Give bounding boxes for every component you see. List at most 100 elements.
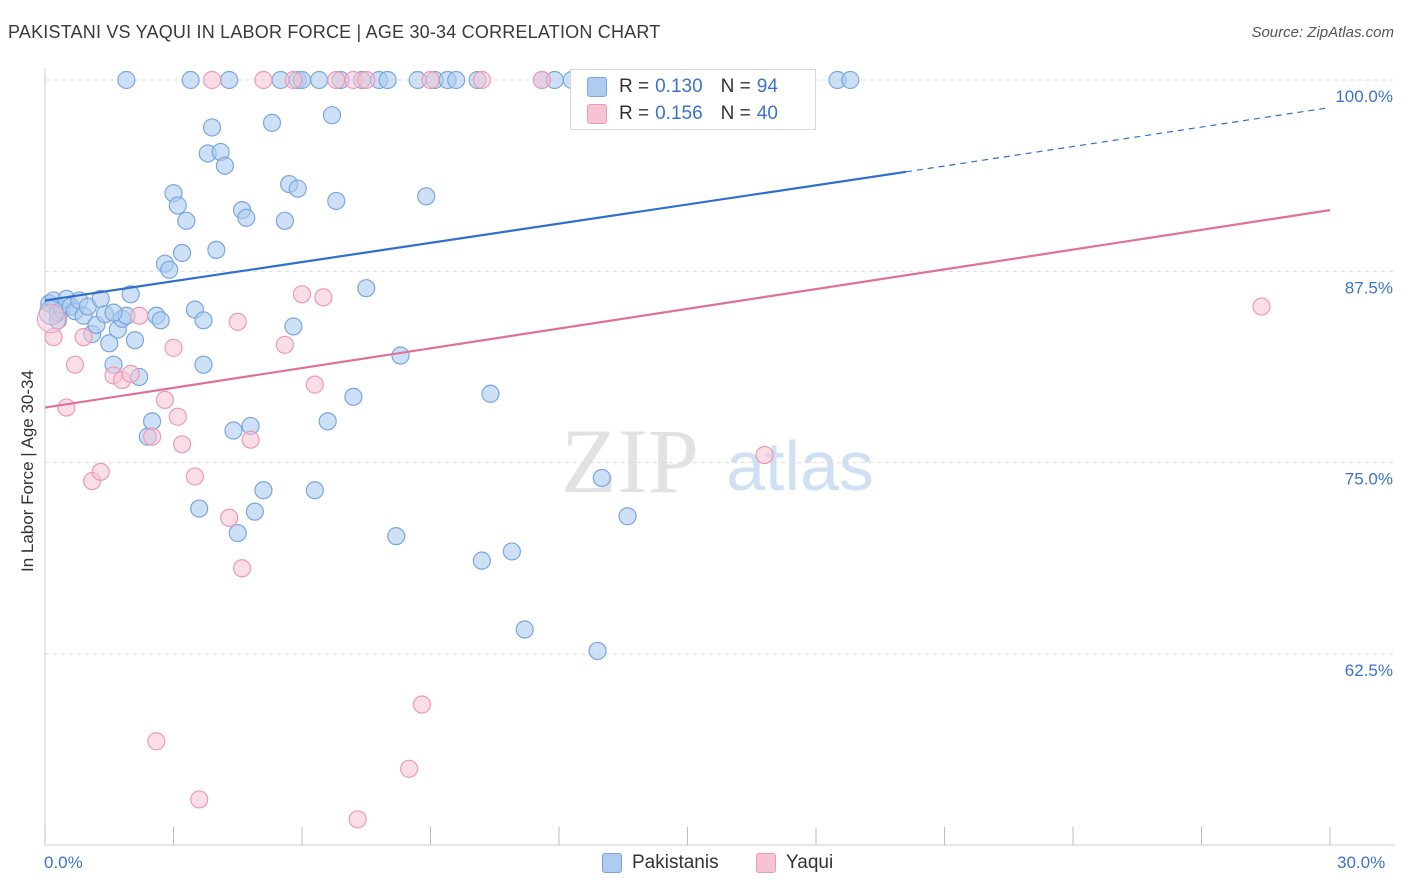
pakistanis-point [245,502,264,521]
yaqui-point [348,810,367,829]
yaqui-point [36,304,66,334]
pakistanis-point [310,70,329,90]
pakistanis-swatch [587,77,607,97]
chart-title: PAKISTANI VS YAQUI IN LABOR FORCE | AGE … [8,22,661,42]
yaqui-point [164,338,183,357]
yaqui-point [305,375,324,394]
stats-row-pakistanis: R = 0.130 N = 94 [587,75,778,99]
yaqui-point [168,407,187,426]
yaqui-trend-line [44,209,1331,409]
pakistanis-point [104,303,123,322]
pakistanis-point [194,311,213,330]
pakistanis-point [125,331,145,350]
legend-swatch-pakistanis [602,853,622,873]
pakistanis-point [168,196,187,215]
pakistanis-point [515,620,534,639]
yaqui-point [147,732,166,751]
yaqui-point [421,70,440,90]
pakistanis-point [142,412,162,431]
pakistanis-point [327,191,346,211]
pakistanis-point [305,481,324,500]
pakistanis-point [417,187,436,206]
yaqui-point [74,328,93,347]
yaqui-point [228,312,247,331]
pakistanis-point [151,311,170,330]
yaqui-point [57,398,76,417]
watermark: ZIP atlas [561,410,874,512]
pakistanis-point [618,507,637,526]
bottom-legend: Pakistanis Yaqui [0,852,1406,878]
watermark-zip: ZIP [561,410,699,512]
yaqui-point [254,70,273,90]
legend-item-yaqui[interactable]: Yaqui [756,852,833,874]
legend-label-pakistanis: Pakistanis [632,852,719,873]
yaqui-point [65,355,85,374]
pakistanis-point [38,300,64,326]
pakistanis-point [391,346,410,365]
pakistanis-point [190,499,209,518]
yaqui-point [292,285,312,304]
pakistanis-point [194,355,213,374]
yaqui-point [1252,297,1271,316]
y-tick-label: 75.0% [1345,470,1393,489]
pakistanis-point [228,523,247,543]
yaqui-point [275,335,294,354]
pakistanis-point [284,317,303,336]
pakistanis-point [172,243,192,263]
pakistanis-point [378,70,397,90]
yaqui-point [190,790,209,809]
yaqui-point [327,70,346,90]
pakistanis-point [220,70,239,90]
yaqui-point [130,306,149,325]
pakistanis-point [592,468,611,488]
trend-lines [44,106,1331,409]
yaqui-point [399,759,419,778]
pakistanis-point [502,542,521,561]
yaqui-point [472,70,491,90]
pakistanis-point [472,551,491,570]
pakistanis-point [160,260,179,279]
yaqui-point [412,695,432,714]
y-tick-labels: 62.5% 75.0% 87.5% 100.0% [1335,87,1393,680]
yaqui-swatch [587,104,607,124]
pakistanis-point [202,118,222,137]
yaqui-point [314,288,333,307]
y-tick-label: 100.0% [1335,87,1393,106]
x-tick-label-max: 30.0% [1337,853,1386,872]
pakistanis-point [288,179,307,198]
yaqui-point [357,70,376,90]
yaqui-point [202,70,222,90]
stats-legend: R = 0.130 N = 94 R = 0.156 N = 40 [570,69,816,130]
pakistanis-trend-extension [905,106,1331,173]
pakistanis-r-value: 0.130 [655,76,703,97]
pakistanis-point [357,279,376,298]
source-label: Source: ZipAtlas.com [1251,24,1394,41]
axes [44,68,1395,846]
pakistanis-point [481,384,500,403]
stats-row-yaqui: R = 0.156 N = 40 [587,102,778,126]
yaqui-point [185,467,205,486]
pakistanis-point [215,156,234,175]
yaqui-r-label: R = [619,103,650,124]
legend-item-pakistanis[interactable]: Pakistanis [602,852,719,874]
legend-swatch-yaqui [756,853,776,873]
pakistanis-point [224,421,243,440]
pakistanis-trend-line [44,170,907,302]
pakistanis-point [177,211,196,230]
yaqui-point [91,462,110,481]
pakistanis-point [322,106,342,125]
pakistanis-point [237,208,256,227]
yaqui-point [220,508,239,527]
pakistanis-point [254,481,273,500]
pakistanis-point [318,412,337,431]
pakistanis-n-value: 94 [756,76,778,97]
yaqui-point [172,435,192,454]
yaqui-n-label: N = [720,103,751,124]
x-tick-label-min: 0.0% [44,853,83,872]
pakistanis-point [121,285,140,304]
pakistanis-point [117,70,136,90]
y-tick-label: 87.5% [1345,278,1393,297]
pakistanis-point [262,113,282,132]
yaqui-point [532,70,551,90]
